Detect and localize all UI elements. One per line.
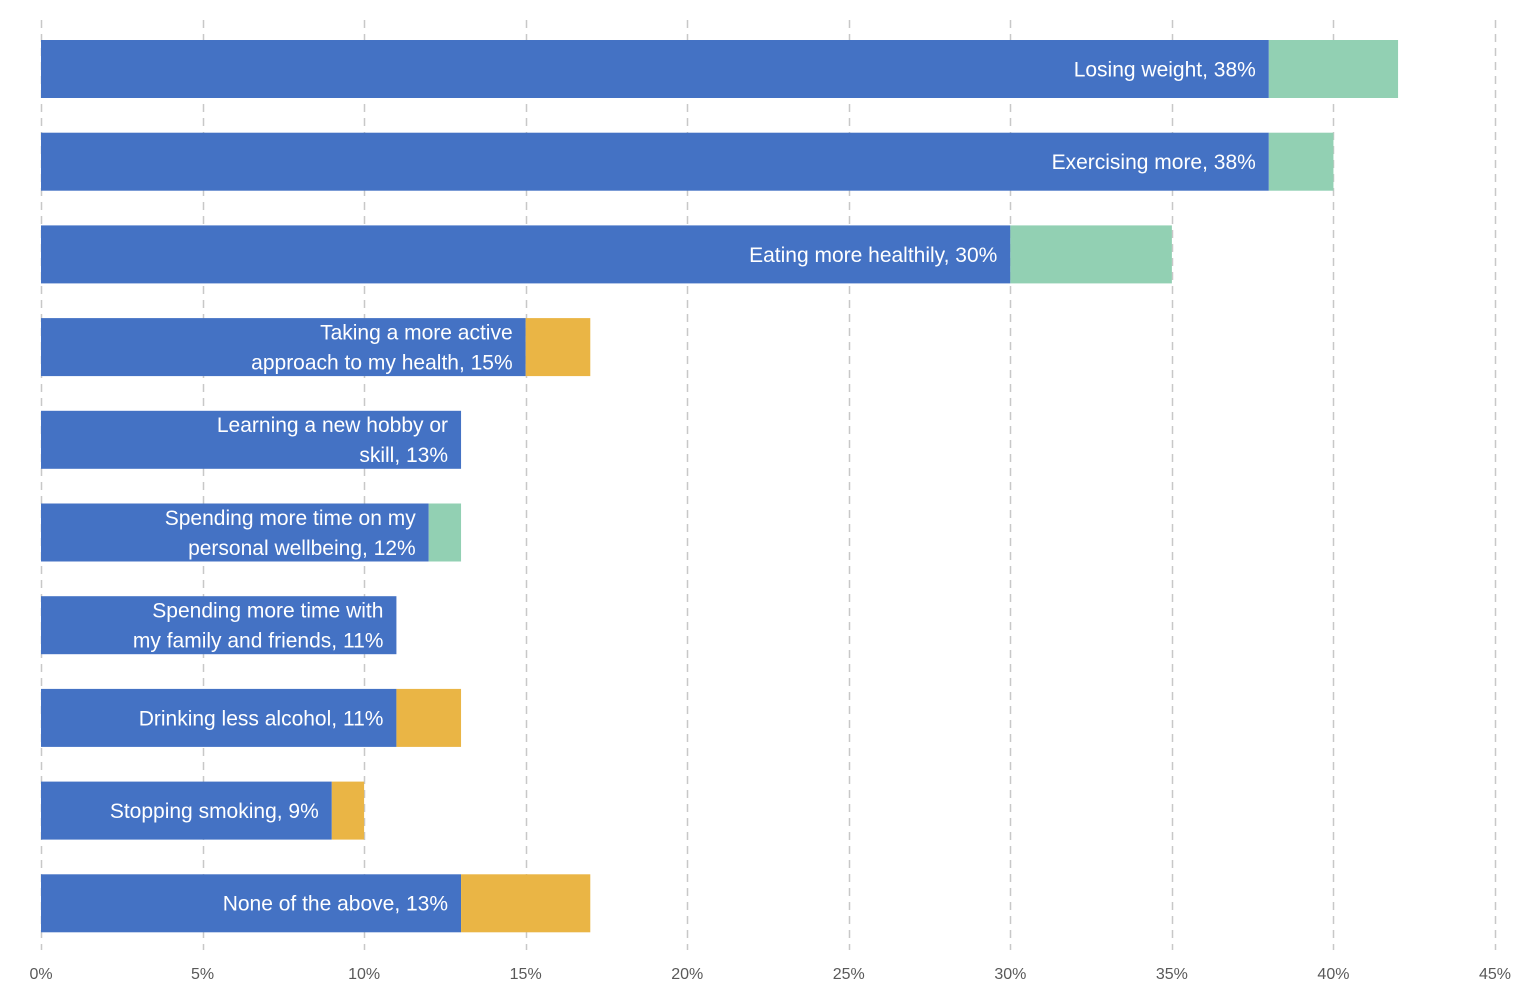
bar-label-line: Exercising more, 38% [1052,151,1256,174]
bar-label: Eating more healthily, 30% [749,244,997,267]
bar-label-line: my family and friends, 11% [133,630,384,653]
bar-extension-green [1010,225,1172,284]
bar-main [41,503,429,562]
bar-label: Losing weight, 38% [1074,58,1256,81]
bar-label: Spending more time with my family and fri… [133,600,384,653]
bar-label: Taking a more active approach to my healt… [251,321,513,374]
bar-label: Learning a new hobby or skill, 13% [217,414,448,467]
bar-label-line: Spending more time on my [165,507,416,530]
x-tick-label: 20% [671,966,703,983]
x-tick-label: 0% [29,966,52,983]
bar-label-line: Taking a more active [320,321,513,344]
bar-extension-orange [525,318,591,377]
x-tick-label: 25% [833,966,865,983]
bar-label: Stopping smoking, 9% [110,800,319,823]
bar-label-line: skill, 13% [359,444,448,467]
bar-extension-orange [396,688,462,747]
bar-label-line: Eating more healthily, 30% [749,244,997,267]
bar-label: Spending more time on my personal wellbei… [165,507,416,560]
x-tick-label: 10% [348,966,380,983]
bar-main [41,688,397,747]
x-tick-label: 45% [1479,966,1511,983]
bar-label-line: Learning a new hobby or [217,414,448,437]
bar-label-line: Losing weight, 38% [1074,58,1256,81]
x-tick-label: 35% [1156,966,1188,983]
bar-extension-green [428,503,462,562]
bar-label-line: Spending more time with [152,600,383,623]
x-tick-label: 30% [994,966,1026,983]
bar-main [41,874,462,933]
bar-label-line: Stopping smoking, 9% [110,800,319,823]
bar-label-line: approach to my health, 15% [251,351,513,374]
bar-main [41,596,397,655]
x-tick-label: 5% [191,966,214,983]
bars [41,40,1399,933]
bar-main [41,132,1269,191]
bar-extension-green [1268,40,1399,98]
bar-label: Exercising more, 38% [1052,151,1256,174]
bar-main [41,40,1269,98]
bar-label-line: None of the above, 13% [223,893,448,916]
bar-label: None of the above, 13% [223,893,448,916]
bar-label: Drinking less alcohol, 11% [139,707,384,730]
bar-main [41,781,332,840]
bar-extension-green [1268,132,1334,191]
x-tick-label: 15% [510,966,542,983]
bar-extension-orange [461,874,591,933]
bar-main [41,410,462,469]
bar-extension-orange [331,781,365,840]
bar-label-line: personal wellbeing, 12% [188,537,416,560]
bar-main [41,318,526,377]
bar-labels: Losing weight, 38% Exercising more, 38% Ea… [110,58,1256,915]
x-axis-ticks: 0% 5% 10% 15% 20% 25% 30% 35% 40% 45% [29,966,1511,983]
bar-main [41,225,1011,284]
bar-label-line: Drinking less alcohol, 11% [139,707,384,730]
x-tick-label: 40% [1317,966,1349,983]
